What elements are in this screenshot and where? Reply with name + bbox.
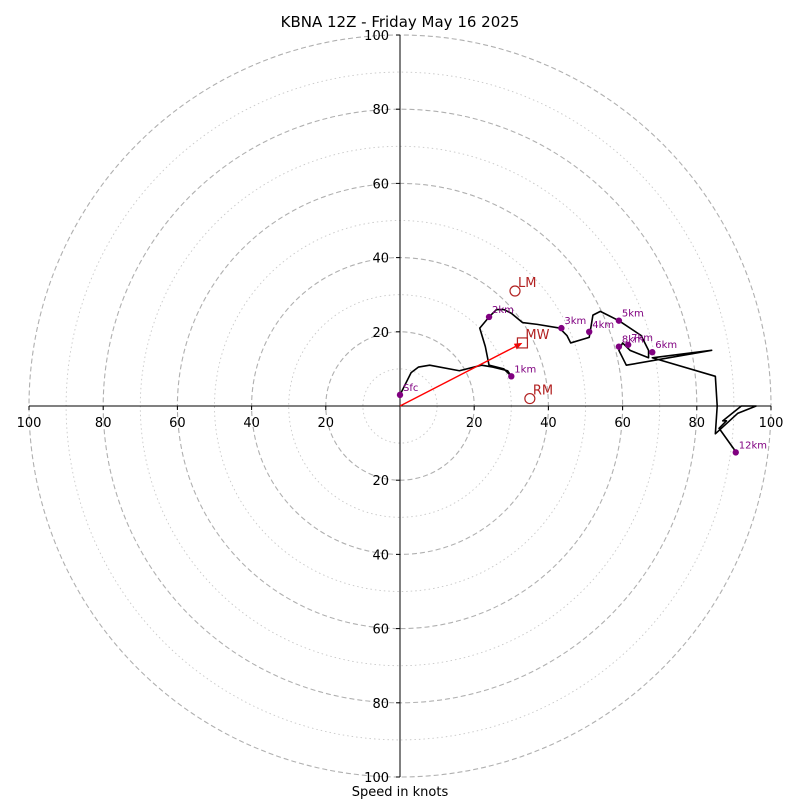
wind-trace — [399, 308, 757, 455]
height-marker-label: 4km — [592, 320, 614, 331]
shear-vector-line — [399, 345, 516, 407]
height-marker — [508, 373, 515, 380]
height-marker — [558, 324, 565, 332]
storm-motion-markers: LM MW RM — [509, 276, 553, 405]
y-tick-label: 60 — [372, 177, 389, 192]
y-tick-label: 40 — [372, 252, 389, 267]
height-marker — [624, 341, 632, 348]
height-marker — [615, 317, 623, 324]
tick-labels: 100 100 80 80 60 60 40 40 20 20 20 20 40 40 60 60 80 80 10… — [17, 29, 784, 786]
height-marker-label: 6km — [655, 340, 677, 351]
y-tick-label: 100 — [364, 29, 389, 44]
y-tick-label: 80 — [372, 697, 389, 712]
storm-motion-marker — [516, 337, 529, 349]
x-tick-label: 20 — [466, 416, 483, 431]
y-tick-label: 80 — [372, 103, 389, 118]
y-tick-label: 60 — [372, 623, 389, 638]
height-marker-label: 8km — [622, 335, 644, 346]
height-marker-label: 7km — [631, 333, 653, 344]
x-tick-label: 40 — [540, 416, 557, 431]
y-tick-label: 20 — [372, 474, 389, 489]
height-marker-label: 5km — [622, 309, 644, 320]
storm-motion-marker — [524, 392, 536, 405]
x-tick-label: 40 — [243, 416, 260, 431]
x-tick-label: 60 — [169, 416, 186, 431]
height-marker — [615, 343, 623, 350]
hodograph-trace-line — [399, 308, 757, 455]
y-tick-label: 20 — [372, 326, 389, 341]
x-tick-label: 60 — [614, 416, 631, 431]
height-marker-label: 12km — [739, 440, 767, 451]
y-tick-label: 40 — [372, 548, 389, 563]
height-marker — [485, 313, 493, 321]
height-marker — [649, 349, 656, 356]
chart-title: KBNA 12Z - Friday May 16 2025 — [281, 13, 520, 31]
storm-motion-label: MW — [525, 328, 549, 343]
storm-motion-marker — [509, 285, 521, 297]
x-tick-label: 80 — [689, 416, 706, 431]
x-tick-label: 100 — [17, 416, 42, 431]
y-tick-label: 100 — [364, 771, 389, 786]
height-marker-label: 2km — [492, 305, 514, 316]
height-marker — [732, 449, 739, 456]
x-axis-label: Speed in knots — [352, 785, 449, 800]
shear-vector-group — [399, 342, 523, 407]
height-marker-label: 3km — [564, 316, 586, 327]
height-marker-label: 1km — [514, 364, 536, 375]
shear-vector-arrowhead — [513, 342, 523, 350]
height-marker — [396, 391, 404, 399]
storm-motion-label: LM — [518, 276, 536, 291]
x-tick-label: 20 — [318, 416, 335, 431]
x-tick-label: 80 — [95, 416, 112, 431]
height-marker — [586, 328, 593, 335]
height-marker-label: Sfc — [403, 383, 418, 394]
x-tick-label: 100 — [759, 416, 784, 431]
storm-motion-label: RM — [533, 384, 553, 399]
